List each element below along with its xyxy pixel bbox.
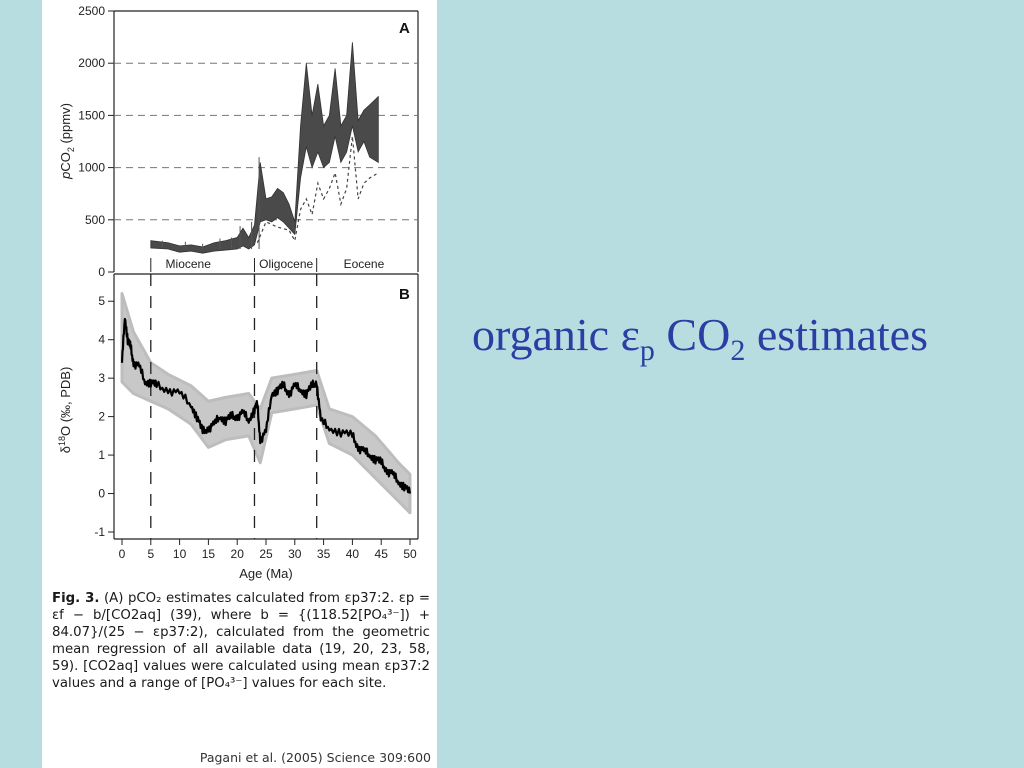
pco2-band-polygon [150, 42, 379, 254]
x-tick-label: 20 [231, 547, 245, 561]
d18o-scatter-envelope [120, 292, 412, 515]
panel-a-y-tick-label: 0 [98, 265, 105, 279]
x-tick-label: 15 [202, 547, 216, 561]
figure-panel: 0 500 1000 1500 2000 2500 Miocene Oligocene Eoc… [42, 0, 437, 768]
panel-b-y-tick-label: 2 [98, 410, 105, 424]
figure-caption: Fig. 3. (A) pCO₂ estimates calculated fr… [52, 590, 430, 692]
title-part-1: organic ε [472, 309, 640, 360]
panel-a-y-tick-label: 2500 [78, 4, 105, 18]
caption-body: (A) pCO₂ estimates calculated from εp37:… [52, 591, 430, 691]
x-tick-label: 0 [119, 547, 126, 561]
x-tick-label: 30 [288, 547, 302, 561]
x-axis-label: Age (Ma) [239, 566, 292, 581]
panel-b-mean-line [120, 317, 412, 494]
x-tick-label: 25 [259, 547, 273, 561]
panel-b-y-tick-label: 4 [98, 333, 105, 347]
figure-citation: Pagani et al. (2005) Science 309:600 [199, 750, 431, 765]
panel-b-y-tick-label: 3 [98, 371, 105, 385]
panel-a-pco2-band [150, 42, 379, 254]
panel-a-y-tick-label: 1000 [78, 161, 105, 175]
panel-b-y-axis-label: δ18O (‰, PDB) [57, 367, 73, 454]
panel-a-pco2-chart: 0 500 1000 1500 2000 2500 Miocene Oligocene Eoc… [58, 4, 419, 279]
pco2-dashed-lower-bound [256, 136, 379, 243]
title-sub-1: p [639, 334, 655, 368]
x-tick-label: 40 [346, 547, 360, 561]
panel-b-scatter-envelope [120, 292, 412, 515]
panel-b-y-tick-label: -1 [94, 525, 105, 539]
x-axis-ticks: 0 5 10 15 20 25 30 35 40 45 50 [119, 539, 417, 561]
title-sub-2: 2 [730, 334, 746, 368]
epoch-label-miocene: Miocene [166, 257, 212, 271]
x-tick-label: 10 [173, 547, 187, 561]
panel-a-epoch-labels: Miocene Oligocene Eocene [150, 257, 385, 272]
panel-b-y-tick-label: 1 [98, 448, 105, 462]
panel-a-y-axis-label: pCO2 (ppmv) [58, 103, 76, 180]
panel-b-label: B [399, 286, 410, 303]
panel-a-y-tick-label: 1500 [78, 108, 105, 122]
title-part-3: estimates [745, 309, 929, 360]
panel-b-y-ticks: -1 0 1 2 3 4 5 [94, 294, 114, 539]
epoch-label-eocene: Eocene [344, 257, 385, 271]
x-tick-label: 45 [375, 547, 389, 561]
caption-figure-number: Fig. 3. [52, 591, 100, 606]
x-tick-label: 5 [147, 547, 154, 561]
x-tick-label: 35 [317, 547, 331, 561]
d18o-mean-line [120, 317, 412, 494]
panel-a-y-tick-label: 2000 [78, 56, 105, 70]
x-tick-label: 50 [403, 547, 417, 561]
slide-title: organic εp CO2 estimates [472, 308, 928, 368]
title-part-2: CO [654, 309, 731, 360]
panel-a-label: A [399, 20, 410, 37]
panel-b-y-tick-label: 5 [98, 294, 105, 308]
panel-a-y-ticks: 0 500 1000 1500 2000 2500 [78, 4, 114, 279]
panel-a-y-tick-label: 500 [85, 213, 105, 227]
epoch-label-oligocene: Oligocene [259, 257, 313, 271]
panel-b-y-tick-label: 0 [98, 487, 105, 501]
